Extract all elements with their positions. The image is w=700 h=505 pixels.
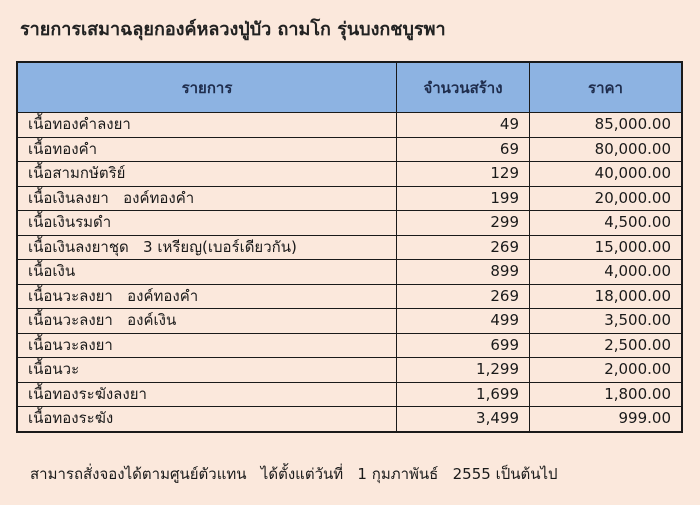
cell-price: 85,000.00 <box>529 112 683 138</box>
table-row: เนื้อทองระฆังลงยา 1,699 1,800.00 <box>16 381 683 407</box>
page-title: รายการเสมาฉลุยกองค์หลวงปู่บัว ถามโก รุ่น… <box>20 19 446 40</box>
cell-price: 4,000.00 <box>529 259 683 285</box>
column-header-price: ราคา <box>529 61 683 113</box>
cell-quantity: 269 <box>396 234 530 260</box>
cell-quantity: 3,499 <box>396 406 530 432</box>
cell-item: เนื้อเงินลงยาชุด 3 เหรียญ(เบอร์เดียวกัน) <box>16 234 397 260</box>
footer-note: สามารถสั่งจองได้ตามศูนย์ตัวแทน ได้ตั้งแต… <box>30 465 558 483</box>
cell-price: 15,000.00 <box>529 234 683 260</box>
table-row: เนื้อนวะลงยา องค์เงิน 499 3,500.00 <box>16 308 683 334</box>
cell-item: เนื้อสามกษัตริย์ <box>16 161 397 187</box>
column-header-item: รายการ <box>16 61 397 113</box>
cell-price: 4,500.00 <box>529 210 683 236</box>
price-table: รายการ จำนวนสร้าง ราคา เนื้อทองคำลงยา 49 8… <box>16 61 683 433</box>
cell-item: เนื้อนวะลงยา องค์ทองคำ <box>16 283 397 309</box>
table-row: เนื้อสามกษัตริย์ 129 40,000.00 <box>16 161 683 187</box>
cell-quantity: 299 <box>396 210 530 236</box>
cell-item: เนื้อเงิน <box>16 259 397 285</box>
cell-quantity: 499 <box>396 308 530 334</box>
table-header-row: รายการ จำนวนสร้าง ราคา <box>16 61 683 113</box>
table-row: เนื้อทองคำ 69 80,000.00 <box>16 136 683 162</box>
table-row: เนื้อนวะ 1,299 2,000.00 <box>16 357 683 383</box>
cell-price: 999.00 <box>529 406 683 432</box>
cell-price: 20,000.00 <box>529 185 683 211</box>
cell-price: 3,500.00 <box>529 308 683 334</box>
cell-item: เนื้อทองระฆัง <box>16 406 397 432</box>
table-row: เนื้อนวะลงยา องค์ทองคำ 269 18,000.00 <box>16 283 683 309</box>
cell-item: เนื้อทองระฆังลงยา <box>16 381 397 407</box>
table-row: เนื้อทองระฆัง 3,499 999.00 <box>16 406 683 432</box>
cell-price: 40,000.00 <box>529 161 683 187</box>
cell-item: เนื้อทองคำ <box>16 136 397 162</box>
cell-quantity: 899 <box>396 259 530 285</box>
table-row: เนื้อทองคำลงยา 49 85,000.00 <box>16 112 683 138</box>
cell-item: เนื้อนวะ <box>16 357 397 383</box>
cell-item: เนื้อทองคำลงยา <box>16 112 397 138</box>
cell-quantity: 1,699 <box>396 381 530 407</box>
column-header-quantity: จำนวนสร้าง <box>396 61 530 113</box>
cell-quantity: 699 <box>396 332 530 358</box>
cell-item: เนื้อนวะลงยา องค์เงิน <box>16 308 397 334</box>
cell-quantity: 69 <box>396 136 530 162</box>
table-row: เนื้อเงิน 899 4,000.00 <box>16 259 683 285</box>
cell-quantity: 1,299 <box>396 357 530 383</box>
cell-quantity: 129 <box>396 161 530 187</box>
cell-quantity: 269 <box>396 283 530 309</box>
cell-quantity: 199 <box>396 185 530 211</box>
cell-price: 18,000.00 <box>529 283 683 309</box>
table-row: เนื้อเงินลงยา องค์ทองคำ 199 20,000.00 <box>16 185 683 211</box>
cell-item: เนื้อนวะลงยา <box>16 332 397 358</box>
cell-item: เนื้อเงินรมดำ <box>16 210 397 236</box>
cell-price: 1,800.00 <box>529 381 683 407</box>
cell-item: เนื้อเงินลงยา องค์ทองคำ <box>16 185 397 211</box>
table-row: เนื้อเงินรมดำ 299 4,500.00 <box>16 210 683 236</box>
table-row: เนื้อนวะลงยา 699 2,500.00 <box>16 332 683 358</box>
table-row: เนื้อเงินลงยาชุด 3 เหรียญ(เบอร์เดียวกัน)… <box>16 234 683 260</box>
cell-quantity: 49 <box>396 112 530 138</box>
cell-price: 80,000.00 <box>529 136 683 162</box>
cell-price: 2,500.00 <box>529 332 683 358</box>
cell-price: 2,000.00 <box>529 357 683 383</box>
